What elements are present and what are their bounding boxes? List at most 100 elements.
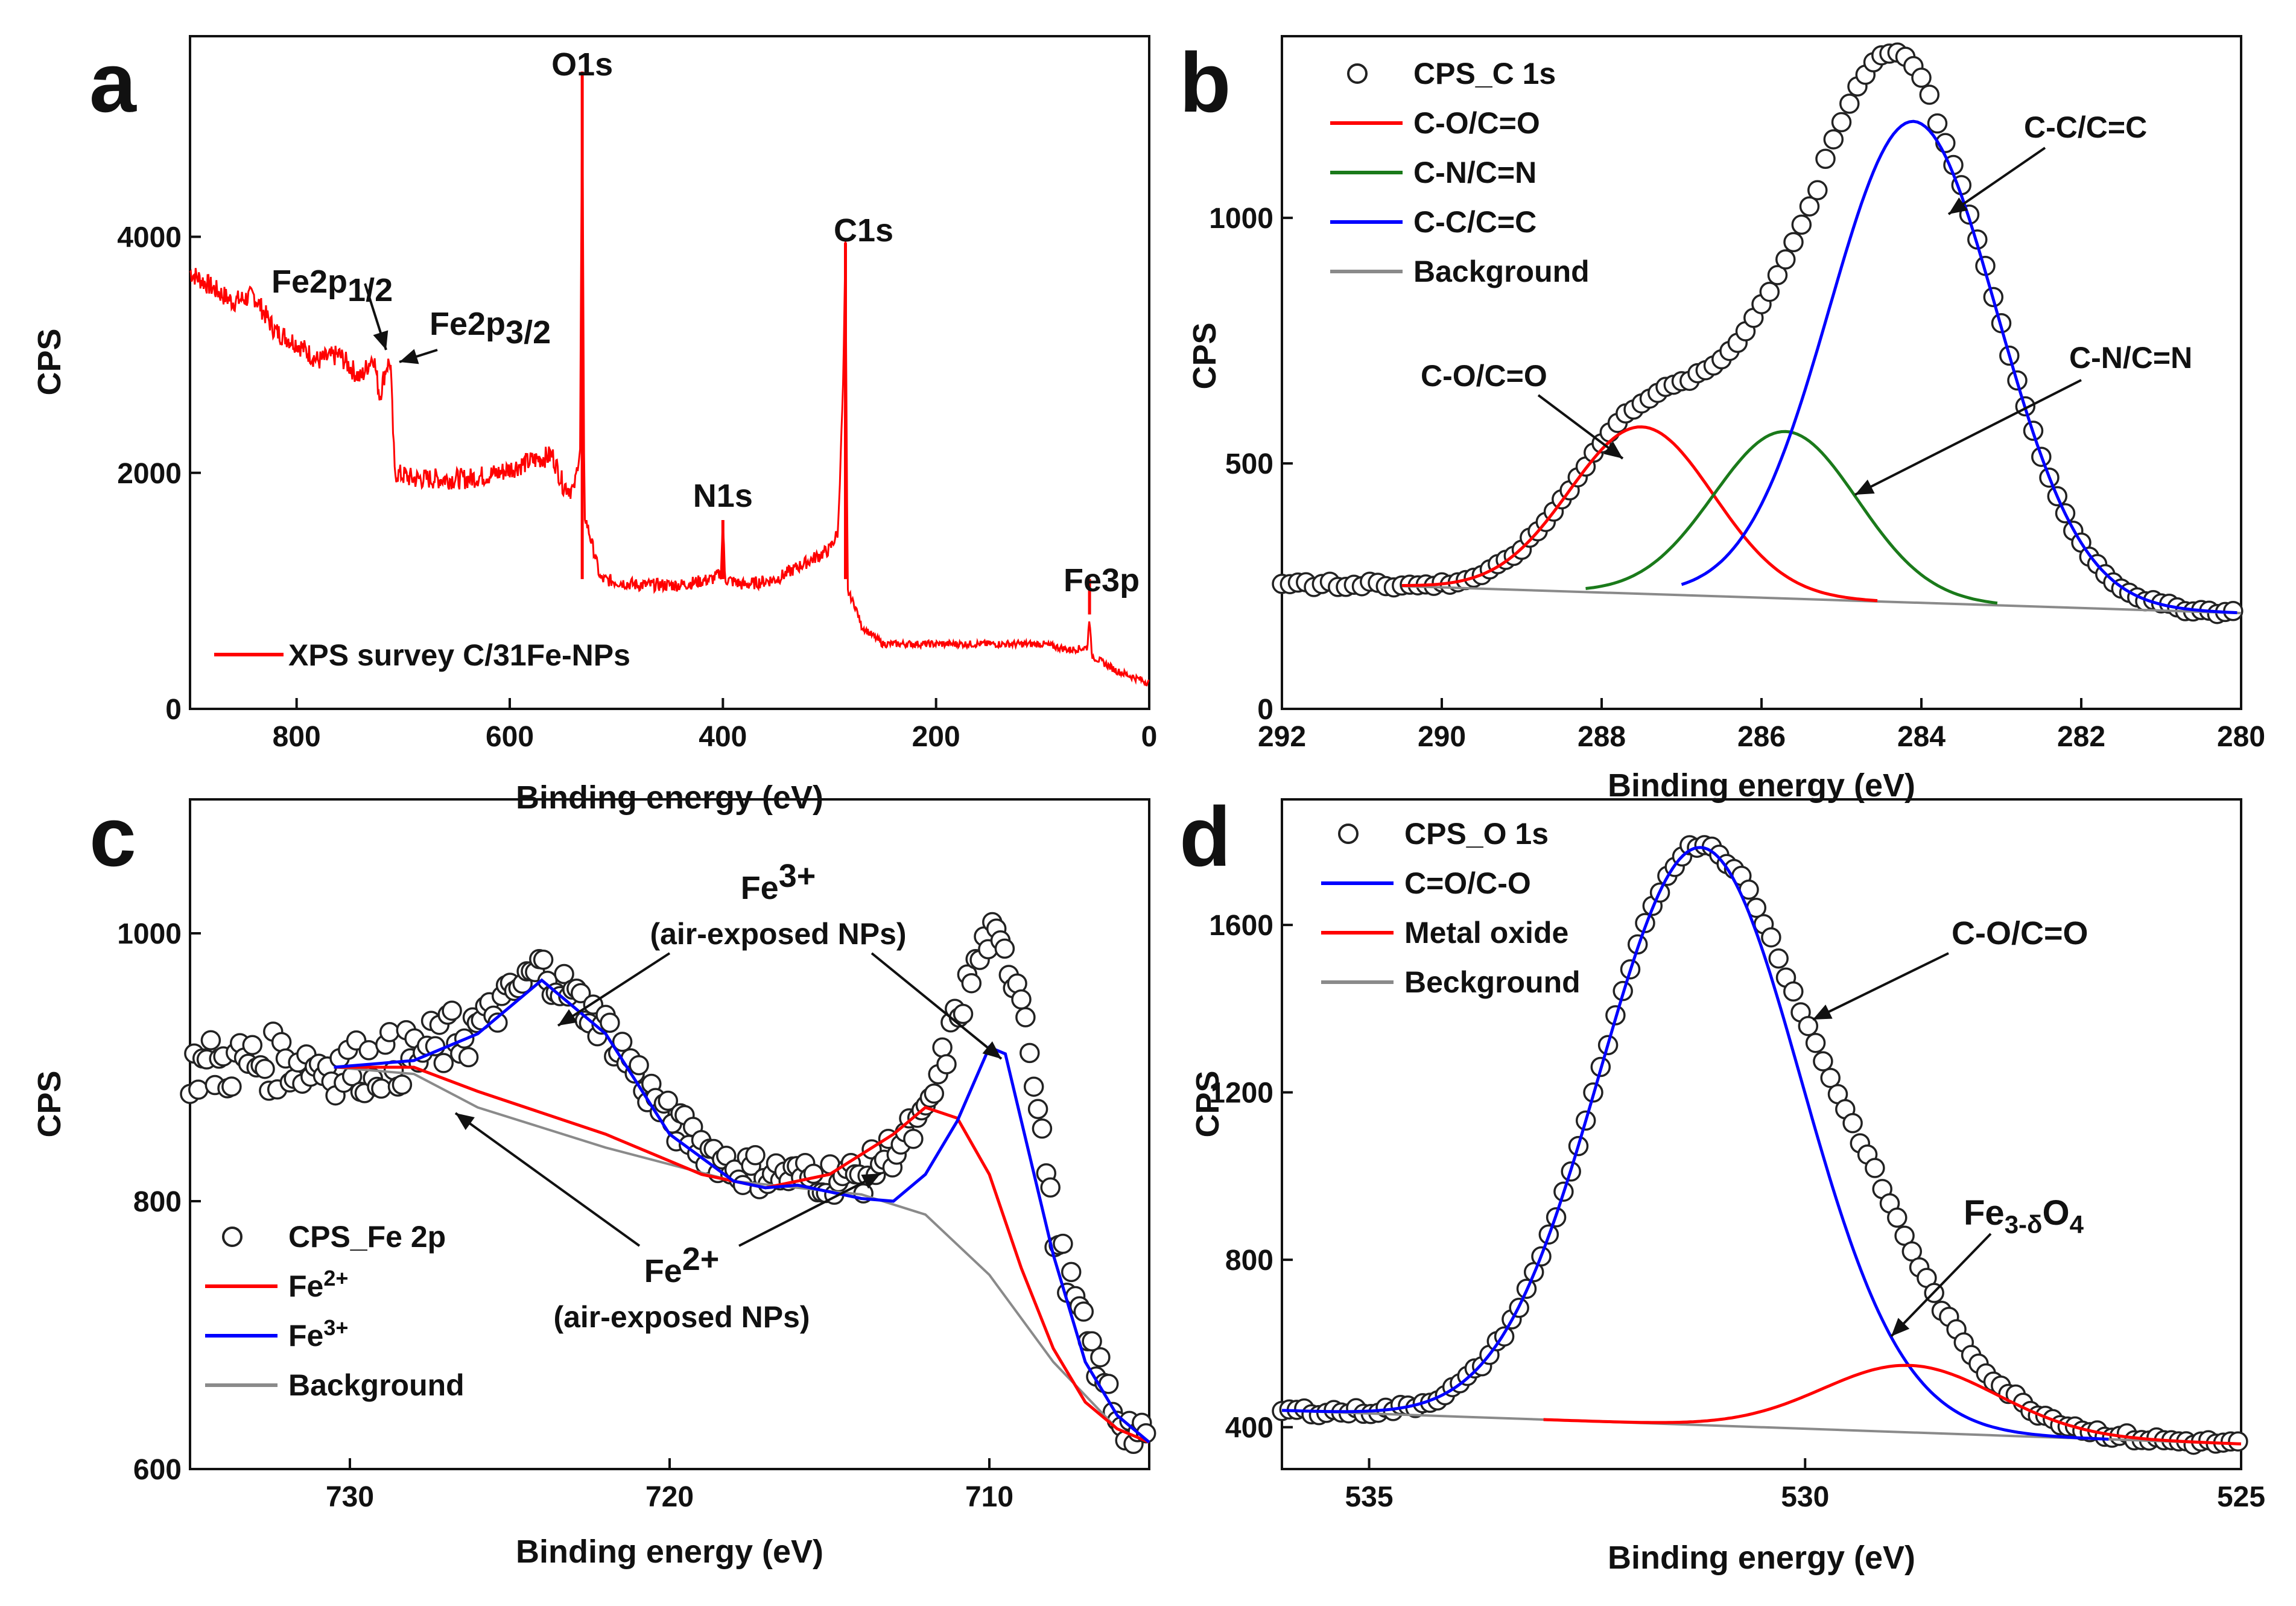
panel-b-ylabel: CPS: [1187, 322, 1223, 389]
panel-d-data-point: [1798, 1015, 1819, 1036]
panel-d-label-fe3o4: Fe3-δO4: [1964, 1193, 2084, 1239]
panel-c-data-point: [358, 1040, 379, 1061]
panel-b-legend-label-part: C-O/C=O: [1413, 106, 1540, 140]
panel-c-legend-label: CPS_Fe 2p: [288, 1220, 446, 1254]
panel-d-label-fe3o4-part: O: [2043, 1193, 2070, 1233]
panel-c-legend-label-part: Fe: [288, 1319, 323, 1353]
panel-a-letter: a: [89, 35, 137, 130]
panel-c-data-point: [433, 1053, 454, 1073]
panel-c-fe2b-arrow-line: [738, 1172, 881, 1247]
panel-d-label-co: C-O/C=O: [1952, 915, 2088, 951]
panel-c-label-fe3-part: Fe: [741, 870, 779, 906]
panel-c-data-point: [936, 1054, 957, 1074]
panel-b-data-point: [1799, 196, 1820, 217]
panel-b-legend-marker: [1347, 63, 1368, 84]
panel-d-data-point: [2228, 1431, 2248, 1452]
panel-d-data-point: [1865, 1158, 1885, 1178]
panel-a-ytick-label: 0: [165, 694, 182, 726]
panel-c-data-point: [1015, 1007, 1036, 1027]
panel-a-xtick-label: 800: [273, 721, 321, 753]
panel-d-legend-label-part: Beckground: [1404, 965, 1581, 999]
panel-c-legend-label-part: CPS_Fe 2p: [288, 1220, 446, 1254]
panel-c-xtick-label: 720: [645, 1481, 694, 1513]
panel-b-cc-arrow-line: [1947, 147, 2046, 215]
panel-b-xtick-label: 284: [1897, 721, 1946, 753]
panel-c-legend-marker: [222, 1227, 243, 1247]
panel-a-legend-label: XPS survey C/31Fe-NPs: [288, 638, 630, 672]
panel-c-fe3a-arrow-head: [558, 1009, 578, 1026]
panel-c: c CPS Binding energy (eV) 730 720 710 600 80…: [31, 789, 1156, 1570]
panel-c-data-point: [745, 1145, 766, 1166]
panel-c-xtick-label: 710: [965, 1481, 1013, 1513]
panel-b-data-point: [1791, 214, 1812, 235]
panel-c-data-point: [994, 938, 1015, 959]
panel-c-legend-label: Background: [288, 1368, 465, 1402]
panel-d-legend-label: Metal oxide: [1404, 916, 1568, 950]
panel-b-label-cn: C-N/C=N: [2069, 341, 2192, 375]
panel-c-data-point: [953, 1003, 974, 1024]
panel-b-component-line: [1585, 430, 1998, 605]
panel-b-ytick-label: 0: [1257, 694, 1273, 726]
panel-a-xlabel: Binding energy (eV): [516, 779, 823, 816]
panel-c-fe3b-arrow-line: [871, 952, 1003, 1060]
panel-b: b CPS Binding energy (eV) 292 290 288 286 28…: [1179, 35, 2265, 804]
panel-d-annotations: C-O/C=O Fe3-δO4: [1812, 915, 2088, 1338]
panel-a-ytick-label: 2000: [117, 458, 182, 490]
panel-d-ytick-label: 400: [1225, 1412, 1273, 1444]
panel-c-data-point: [379, 1022, 400, 1043]
panel-b-annotations: C-O/C=O C-N/C=N C-C/C=C: [1421, 110, 2192, 496]
panel-a-label-fe2p32-part: Fe2p: [430, 306, 506, 342]
panel-c-legend-label: Fe2+: [288, 1266, 348, 1303]
panel-d-letter: d: [1179, 789, 1231, 884]
panel-c-legend-label-part: 3+: [323, 1315, 348, 1340]
panel-b-xtick-label: 282: [2057, 721, 2105, 753]
panel-d-component-line: [1543, 1363, 2242, 1446]
panel-c-fe2b-arrow-head: [861, 1173, 881, 1189]
panel-a-xtick-label: 600: [486, 721, 534, 753]
panel-a-label-fe3p: Fe3p: [1064, 562, 1140, 598]
panel-c-fe2a-arrow-line: [454, 1112, 641, 1247]
panel-d-component-line: [1281, 846, 2109, 1441]
panel-b-label-cc: C-C/C=C: [2024, 110, 2147, 144]
panel-a-xtick-label: 200: [912, 721, 960, 753]
panel-c-data-point: [255, 1058, 275, 1079]
panel-b-ytick-label: 1000: [1209, 203, 1273, 235]
panel-c-letter: c: [89, 789, 136, 884]
panel-d-data-point: [1813, 1051, 1833, 1071]
panel-d-frame: [1281, 798, 2242, 1470]
panel-b-legend-label: Background: [1413, 255, 1590, 288]
panel-c-data-point: [271, 1032, 292, 1053]
panel-c-data-point: [1011, 989, 1032, 1010]
panel-b-xlabel: Binding energy (eV): [1608, 767, 1915, 804]
panel-d-data-point: [1901, 1241, 1923, 1262]
panel-d-legend-label-part: C=O/C-O: [1404, 866, 1531, 900]
panel-a-xtick-label: 0: [1141, 721, 1158, 753]
panel-d-label-fe3o4-part: 4: [2070, 1210, 2084, 1239]
panel-c-data-point: [1027, 1099, 1048, 1120]
panel-c-data-point: [242, 1035, 263, 1055]
panel-d-data-point: [1761, 927, 1781, 948]
panel-b-component-line: [1401, 425, 1878, 603]
panel-d-xlabel: Binding energy (eV): [1608, 1540, 1915, 1576]
panel-d-legend-label-part: CPS_O 1s: [1404, 817, 1549, 851]
panel-c-data-point: [458, 1047, 479, 1068]
panel-c-data-point: [1073, 1301, 1094, 1322]
panel-a-fe2p32-arrow-head: [399, 349, 419, 364]
panel-b-data-point: [1839, 94, 1860, 114]
panel-c-data-point: [903, 1128, 924, 1149]
panel-d-legend-label: C=O/C-O: [1404, 866, 1531, 900]
panel-c-legend-label-part: Background: [288, 1368, 465, 1402]
panel-d-data-point: [1805, 1032, 1826, 1053]
panel-b-co-arrow-head: [1603, 441, 1623, 459]
panel-a-label-fe2p12: Fe2p1/2: [271, 264, 393, 308]
panel-a-xtick-label: 400: [699, 721, 747, 753]
panel-d-co-arrow-line: [1812, 952, 1949, 1021]
panel-d-legend-label-part: Metal oxide: [1404, 916, 1568, 950]
panel-d-data-point: [1842, 1112, 1863, 1134]
panel-c-legend-label-part: Fe: [288, 1269, 323, 1303]
panel-c-data-point: [371, 1078, 392, 1099]
panel-a-label-c1s: C1s: [834, 212, 893, 249]
panel-b-legend: CPS_C 1s C-O/C=O C-N/C=N C-C/C=C Background: [1330, 57, 1590, 288]
